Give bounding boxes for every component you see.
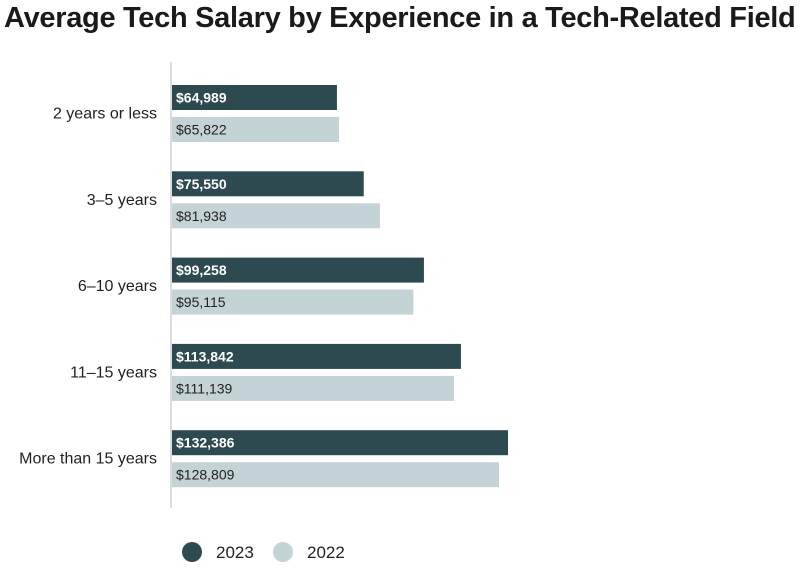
data-label: $75,550 <box>176 176 227 192</box>
chart-title: Average Tech Salary by Experience in a T… <box>4 2 796 34</box>
data-label: $95,115 <box>176 294 226 310</box>
category-label: More than 15 years <box>19 451 157 468</box>
category-label: 11–15 years <box>70 364 157 381</box>
category-label: 3–5 years <box>87 192 157 209</box>
data-label: $81,938 <box>176 208 227 224</box>
data-label: $64,989 <box>176 90 227 106</box>
category-label: 6–10 years <box>78 278 157 295</box>
bar-2023 <box>172 85 337 110</box>
bar-2022 <box>172 462 499 488</box>
bar-2022 <box>172 203 380 229</box>
data-label: $132,386 <box>176 435 235 451</box>
bar-2022 <box>172 375 455 401</box>
data-label: $99,258 <box>176 262 227 278</box>
legend-label: 2022 <box>307 543 345 562</box>
bar-2022 <box>172 289 414 315</box>
legend-swatch-2022 <box>273 542 293 562</box>
data-label: $111,139 <box>176 380 233 396</box>
bar-2023 <box>172 257 424 283</box>
legend-label: 2023 <box>216 543 254 562</box>
bar-2023 <box>172 430 508 456</box>
category-label: 2 years or less <box>53 106 157 123</box>
data-label: $128,809 <box>176 467 235 483</box>
bar-2023 <box>172 171 364 197</box>
bar-2022 <box>172 117 340 142</box>
bar-2023 <box>172 343 461 369</box>
legend-swatch-2023 <box>182 542 202 562</box>
data-label: $65,822 <box>176 122 227 138</box>
data-label: $113,842 <box>176 348 234 364</box>
